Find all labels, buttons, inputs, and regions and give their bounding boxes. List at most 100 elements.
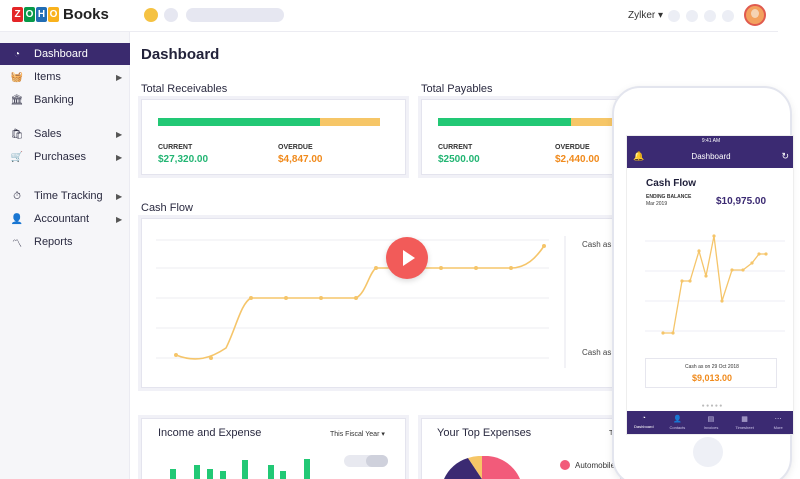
- receivables-current-value: $27,320.00: [158, 154, 209, 165]
- person-icon: 👤: [673, 416, 682, 423]
- topbar-icon[interactable]: [668, 10, 680, 22]
- sidebar-item-reports[interactable]: 〽 Reports: [0, 231, 130, 253]
- sidebar-item-purchases[interactable]: 🛒 Purchases ▶: [0, 146, 130, 168]
- cash-as-on-date: 29 Oct 2018: [711, 364, 739, 370]
- cart-icon: 🛒: [10, 151, 24, 163]
- expenses-filter[interactable]: T: [609, 430, 613, 437]
- fiscal-year-dropdown[interactable]: This Fiscal Year ▾: [330, 431, 385, 438]
- bell-icon[interactable]: 🔔: [633, 151, 645, 161]
- phone-home-button: [693, 437, 723, 467]
- cashflow-label: Cash as o: [582, 348, 619, 357]
- chevron-right-icon: ▶: [116, 129, 123, 139]
- page-title: Dashboard: [141, 46, 220, 63]
- topbar-icon[interactable]: [704, 10, 716, 22]
- sidebar-item-label: Banking: [34, 94, 74, 106]
- receivables-current-bar: [158, 118, 320, 126]
- toggle-switch[interactable]: [344, 455, 388, 467]
- overdue-label: OVERDUE: [555, 144, 590, 151]
- phone-tab-dashboard[interactable]: ◔ Dashboard: [627, 411, 661, 434]
- receivables-card[interactable]: [141, 99, 406, 175]
- phone-tab-contacts[interactable]: 👤 Contacts: [661, 411, 695, 434]
- phone-header: 🔔 Dashboard ↻: [627, 146, 793, 168]
- chart-icon: 〽: [12, 238, 22, 250]
- current-label: CURRENT: [158, 144, 193, 151]
- sidebar-item-label: Reports: [34, 236, 73, 248]
- phone-header-title: Dashboard: [691, 152, 731, 161]
- cashflow-chart: [156, 236, 566, 368]
- payables-title: Total Payables: [421, 83, 493, 95]
- income-expense-title: Income and Expense: [158, 427, 262, 439]
- payables-current-value: $2500.00: [438, 154, 480, 165]
- cashflow-card[interactable]: [141, 218, 621, 388]
- phone-tab-label: Dashboard: [634, 424, 654, 429]
- legend-label: Automobile E: [575, 461, 623, 470]
- ending-period: Mar 2019: [646, 201, 668, 207]
- receivables-overdue-bar: [320, 118, 380, 126]
- status-dot[interactable]: [144, 8, 158, 22]
- zoho-wordmark: Z O H O: [12, 7, 60, 22]
- cashflow-title: Cash Flow: [141, 202, 193, 214]
- payables-overdue-value: $2,440.00: [555, 154, 600, 165]
- cashflow-label: Cash as o: [582, 240, 619, 249]
- sidebar: ◔ Dashboard 🧺 Items ▶ 🏛 Banking 🛍 Sales …: [0, 32, 130, 479]
- sidebar-item-dashboard[interactable]: ◔ Dashboard: [0, 43, 130, 65]
- more-icon: ⋯: [774, 416, 782, 423]
- legend-swatch: [560, 460, 570, 470]
- ending-balance-value: $10,975.00: [716, 196, 767, 207]
- receivables-overdue-value: $4,847.00: [278, 154, 323, 165]
- toggle-knob: [366, 455, 388, 467]
- payables-overdue-bar: [571, 118, 618, 126]
- calendar-icon: ▦: [741, 416, 748, 423]
- top-bar: Z O H O Books Zylker ▾: [0, 0, 778, 32]
- chevron-right-icon: ▶: [116, 214, 123, 224]
- sidebar-item-label: Dashboard: [34, 48, 88, 60]
- phone-tab-bar: ◔ Dashboard 👤 Contacts ▤ Invoices ▦ Timeshee…: [627, 411, 793, 434]
- phone-tab-label: Timesheet: [735, 425, 754, 430]
- sidebar-item-label: Sales: [34, 128, 62, 140]
- phone-tab-label: More: [773, 425, 783, 430]
- play-video-button[interactable]: [386, 237, 428, 279]
- sidebar-item-label: Items: [34, 71, 61, 83]
- basket-icon: 🧺: [10, 71, 24, 83]
- payables-current-bar: [438, 118, 571, 126]
- topbar-icon[interactable]: [686, 10, 698, 22]
- phone-tab-label: Contacts: [669, 425, 686, 430]
- sidebar-item-sales[interactable]: 🛍 Sales ▶: [0, 123, 130, 145]
- bank-icon: 🏛: [10, 94, 24, 106]
- income-bars: [170, 459, 310, 479]
- receivables-title: Total Receivables: [141, 83, 228, 95]
- phone-tab-timesheet[interactable]: ▦ Timesheet: [728, 411, 762, 434]
- sidebar-item-time-tracking[interactable]: ⏱ Time Tracking ▶: [0, 185, 130, 207]
- sidebar-item-items[interactable]: 🧺 Items ▶: [0, 66, 130, 88]
- current-label: CURRENT: [438, 144, 473, 151]
- dashboard-icon: ◔: [13, 48, 21, 60]
- topbar-icon[interactable]: [722, 10, 734, 22]
- phone-tab-label: Invoices: [703, 425, 719, 430]
- chevron-right-icon: ▶: [116, 152, 123, 162]
- search-bar-placeholder[interactable]: [186, 8, 284, 22]
- phone-tab-invoices[interactable]: ▤ Invoices: [694, 411, 728, 434]
- logo-letter: Z: [12, 7, 23, 22]
- document-icon: ▤: [707, 416, 715, 423]
- chevron-right-icon: ▶: [116, 72, 123, 82]
- person-icon: 👤: [10, 213, 24, 225]
- phone-tab-more[interactable]: ⋯ More: [761, 411, 793, 434]
- expenses-donut: [444, 456, 520, 479]
- logo-letter: O: [24, 7, 35, 22]
- overdue-label: OVERDUE: [278, 144, 313, 151]
- sidebar-item-accountant[interactable]: 👤 Accountant ▶: [0, 208, 130, 230]
- logo-letter: H: [36, 7, 47, 22]
- bag-icon: 🛍: [10, 128, 24, 140]
- sidebar-item-banking[interactable]: 🏛 Banking: [0, 89, 130, 111]
- cash-as-on-box: Cash as on 29 Oct 2018 $9,013.00: [645, 358, 777, 388]
- phone-card-title: Cash Flow: [646, 178, 697, 189]
- cash-as-on-label: Cash as on: [685, 364, 711, 370]
- org-switcher[interactable]: Zylker ▾: [628, 10, 664, 21]
- cash-as-on-value: $9,013.00: [691, 373, 733, 383]
- dashboard-icon: ◔: [641, 415, 646, 422]
- zoho-books-logo[interactable]: Z O H O Books: [12, 6, 109, 23]
- refresh-icon[interactable]: ↻: [781, 151, 789, 161]
- payables-card[interactable]: [421, 99, 621, 175]
- user-avatar[interactable]: [744, 4, 766, 26]
- page-indicator: ● ● ● ● ●: [701, 403, 723, 409]
